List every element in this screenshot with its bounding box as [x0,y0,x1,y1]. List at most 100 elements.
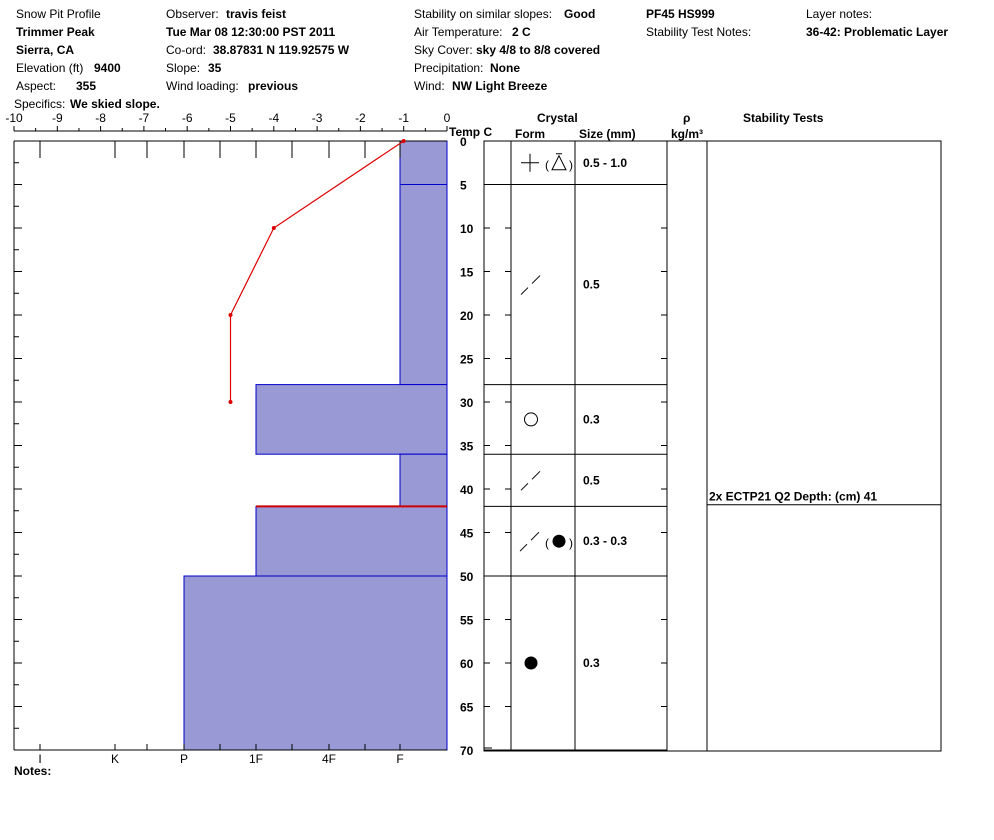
depth-label: 60 [460,657,474,671]
hardness-label: 4F [322,752,336,766]
coord-label: Co-ord: [166,43,207,57]
crystal-size-3: 0.5 [583,473,600,487]
depth-label: 10 [460,222,474,236]
precip-label: Precipitation: [414,61,484,75]
hardness-label: 1F [249,752,263,766]
temp-tick-label: -4 [268,111,279,125]
open-paren-glyph: ( [545,536,549,550]
crystal-size-2: 0.3 [583,412,600,426]
crystal-size-4: 0.3 - 0.3 [583,534,627,548]
wind-loading-value: previous [248,79,299,93]
temp-tick-label: -9 [52,111,63,125]
temp-tick-label: 0 [444,111,451,125]
temp-tick-label: -3 [312,111,323,125]
hardness-layer-5 [183,575,448,751]
aspect-label: Aspect: [16,79,57,93]
depth-label: 30 [460,396,474,410]
depth-label: 55 [460,614,474,628]
hardness-label: F [396,752,403,766]
hardness-layer-2 [255,384,448,455]
hardness-label: K [111,752,119,766]
rounded-grain-icon [524,412,538,427]
stability-test-0: 2x ECTP21 Q2 Depth: (cm) 41 [709,490,877,504]
slope-label: Slope: [166,61,201,75]
hardness-layer-1 [399,184,448,386]
decomposing-particle-icon [520,275,541,295]
temp-tick-label: -6 [182,111,193,125]
density-unit: kg/m³ [671,127,704,141]
observer-label: Observer: [166,7,219,21]
wind-value: NW Light Breeze [452,79,548,93]
crystal-size-5: 0.3 [583,656,600,670]
crystal-size-0: 0.5 - 1.0 [583,156,627,170]
depth-label: 0 [460,135,467,149]
location-name: Trimmer Peak [16,25,95,39]
hardness-layer-3 [399,453,448,507]
notes-label: Notes: [14,764,52,778]
temp-tick-label: -5 [225,111,236,125]
depth-label: 40 [460,483,474,497]
stability-tests-header: Stability Tests [743,111,824,125]
temp-tick-label: -2 [355,111,366,125]
pit-code: PF45 HS999 [646,7,715,21]
air-temp-value: 2 C [512,25,531,39]
temperature-point [271,226,276,230]
close-paren-glyph: ) [569,536,573,550]
layer-note: 36-42: Problematic Layer [806,25,949,39]
depth-label: 5 [460,179,467,193]
elevation-value: 9400 [94,61,121,75]
rho-header: ρ [683,111,691,125]
wind-loading-label: Wind loading: [166,79,239,93]
region-name: Sierra, CA [16,43,75,57]
precip-value: None [490,61,520,75]
depth-label: 50 [460,570,474,584]
temp-tick-label: -7 [139,111,150,125]
datetime: Tue Mar 08 12:30:00 PST 2011 [166,25,336,39]
air-temp-label: Air Temperature: [414,25,503,39]
temp-tick-label: -8 [95,111,106,125]
depth-label: 25 [460,353,474,367]
hardness-layer-4 [255,505,448,577]
layer-table-frame [483,140,942,752]
wind-label: Wind: [414,79,445,93]
crystal-size-1: 0.5 [583,278,600,292]
melt-form-icon [524,656,538,670]
depth-label: 45 [460,527,474,541]
decomposing-particle-icon [520,470,541,491]
stability-value: Good [564,7,596,21]
temperature-point [228,400,233,404]
depth-label: 15 [460,266,474,280]
crystal-header: Crystal [537,111,578,125]
hardness-label: P [180,752,188,766]
elevation-label: Elevation (ft) [16,61,84,75]
form-header: Form [515,127,545,141]
melt-form-icon [552,534,566,548]
close-paren-glyph: ) [569,158,573,172]
coord-value: 38.87831 N 119.92575 W [213,43,350,57]
hardness-label: I [38,752,41,766]
temperature-point [228,313,233,317]
stability-label: Stability on similar slopes: [414,7,553,21]
specifics-value: We skied slope. [70,97,160,111]
temp-tick-label: -10 [5,111,23,125]
stability-notes-label: Stability Test Notes: [646,25,752,39]
hardness-layer-0 [399,140,448,185]
depth-label: 70 [460,744,474,758]
depth-label: 20 [460,309,474,323]
temperature-line [229,140,405,402]
temperature-point [401,139,406,143]
sky-label: Sky Cover: [414,43,473,57]
slope-value: 35 [208,61,222,75]
layer-notes-label: Layer notes: [806,7,873,21]
depth-label: 35 [460,440,474,454]
open-paren-glyph: ( [545,158,549,172]
depth-label: 65 [460,701,474,715]
aspect-value: 355 [76,79,97,93]
temp-axis-title: Temp C [449,125,493,139]
observer-value: travis feist [226,7,287,21]
decomposing-particle-icon [519,531,540,552]
temp-tick-label: -1 [398,111,409,125]
size-header: Size (mm) [579,127,636,141]
depth-hoar-icon [551,154,567,171]
